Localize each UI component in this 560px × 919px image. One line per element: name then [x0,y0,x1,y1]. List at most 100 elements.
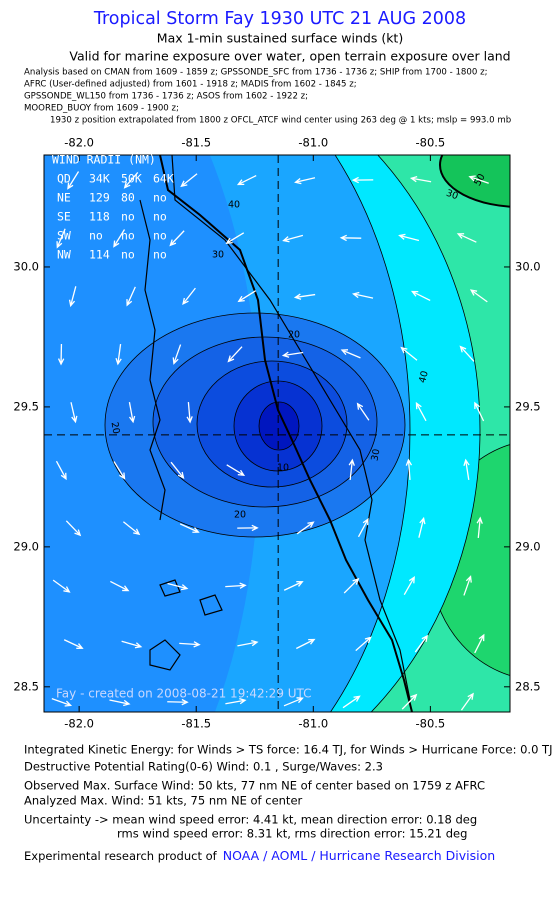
wind-arrow [126,286,136,307]
x-tick-label: -82.0 [64,136,94,150]
subtitle: Valid for marine exposure over water, op… [69,49,510,64]
y-tick-label: 29.5 [13,399,39,413]
wind-arrow [296,521,315,535]
analysis-note: AFRC (User-defined adjusted) from 1601 -… [24,80,357,90]
wind-arrows [51,171,489,711]
overlay: WIND RADII (NM) QD 34K 50K 64K NE 129 80 no SE 118… [44,153,510,712]
wind-arrow [170,461,185,480]
wind-arrow [109,699,131,707]
wind-radii-cell: NW [57,248,71,262]
wind-arrow [356,402,370,421]
x-tick-label: -81.0 [298,717,328,731]
wind-arrow [282,234,304,243]
wind-arrow [343,577,360,594]
footer-line: Uncertainty -> mean wind speed error: 4.… [24,813,477,827]
wind-arrow [227,346,243,363]
x-tick-label: -81.0 [298,136,328,150]
wind-arrow [296,638,316,650]
wind-arrow [121,640,143,649]
wind-arrow [182,287,196,306]
wind-radii-cell: no [153,210,167,224]
wind-arrow [418,516,426,538]
credit: Fay - created on 2008-08-21 19:42:29 UTC [56,687,312,701]
wind-arrow [167,582,189,591]
wind-arrow [415,401,427,422]
wind-radii-cell: 64K [153,172,174,186]
lake [149,579,223,671]
wind-arrow [63,639,84,649]
contour-label: 30 [444,188,459,202]
product-text: Experimental research product of [24,849,218,863]
wind-arrow [68,286,77,308]
wind-arrow [342,695,361,709]
wind-arrow [56,228,66,249]
wind-radii-cell: no [121,229,135,243]
contour-label: 20 [109,421,122,435]
wind-arrow [348,458,355,481]
wind-arrow [294,177,316,185]
wind-arrow [180,173,198,188]
wind-arrow [65,520,82,537]
wind-arrow [405,458,413,481]
footer-line: Integrated Kinetic Energy: for Winds > T… [24,743,552,757]
wind-arrow [469,289,488,303]
x-tick-label: -80.5 [415,717,445,731]
title: Tropical Storm Fay 1930 UTC 21 AUG 2008 [93,9,466,29]
x-tick-label: -82.0 [64,717,94,731]
x-tick-label: -81.5 [181,717,211,731]
wind-radii-cell: SE [57,210,71,224]
analysis-note: Analysis based on CMAN from 1609 - 1859 … [24,68,487,78]
map-frame [43,154,511,713]
wind-arrow [226,464,246,476]
x-tick-label: -80.5 [415,136,445,150]
wind-arrow [122,521,141,536]
wind-arrow [113,461,126,480]
wind-arrow [414,634,429,653]
wind-arrow [293,293,316,300]
wind-arrow [51,698,73,707]
wind-arrow [70,402,78,424]
wind-radii-cell: 34K [89,172,110,186]
footer-line: Observed Max. Surface Wind: 50 kts, 77 n… [24,779,485,793]
wind-arrow [123,171,139,189]
wind-arrow [237,524,259,532]
x-tick-label: -81.5 [181,136,211,150]
subtitle: Max 1-min sustained surface winds (kt) [157,31,403,46]
wind-arrow [225,697,247,705]
analysis-note: MOORED_BUOY from 1609 - 1900 z; [24,104,179,114]
wind-arrow [476,516,483,539]
wind-arrow [398,233,420,242]
product-link[interactable]: NOAA / AOML / Hurricane Research Divisio… [223,848,495,863]
contour-label: 30 [370,448,383,462]
wind-radii-cell: no [153,229,167,243]
y-tick-label: 30.0 [515,259,541,273]
wind-arrow [281,351,304,358]
wind-radii-cell: no [121,210,135,224]
wind-arrow [237,290,257,303]
wind-radii-cell: QD [57,172,71,186]
wind-arrow [468,175,489,184]
wind-arrow [459,345,475,362]
wind-arrow [463,575,472,596]
footer-line: Analyzed Max. Wind: 51 kts, 75 nm NE of … [24,794,303,808]
wind-arrow [355,636,372,652]
y-tick-label: 29.5 [515,399,541,413]
contour-label: 50 [472,172,488,188]
contour-label: 20 [288,330,300,341]
wind-radii-cell: NE [57,191,71,205]
wind-arrow [283,697,304,707]
wind-arrow [352,291,374,299]
wind-arrow [474,633,485,654]
wind-radii-cell: 80 [121,191,135,205]
wind-radii-cell: no [89,229,103,243]
wind-arrow [186,401,193,424]
coastline [159,155,413,712]
wind-arrow [456,233,477,243]
wind-radii-cell: 129 [89,191,110,205]
y-tick-label: 29.0 [515,539,541,553]
wind-arrow [110,580,130,592]
wind-arrow [52,579,71,593]
wind-arrow [351,176,374,184]
wind-arrow [113,229,126,248]
